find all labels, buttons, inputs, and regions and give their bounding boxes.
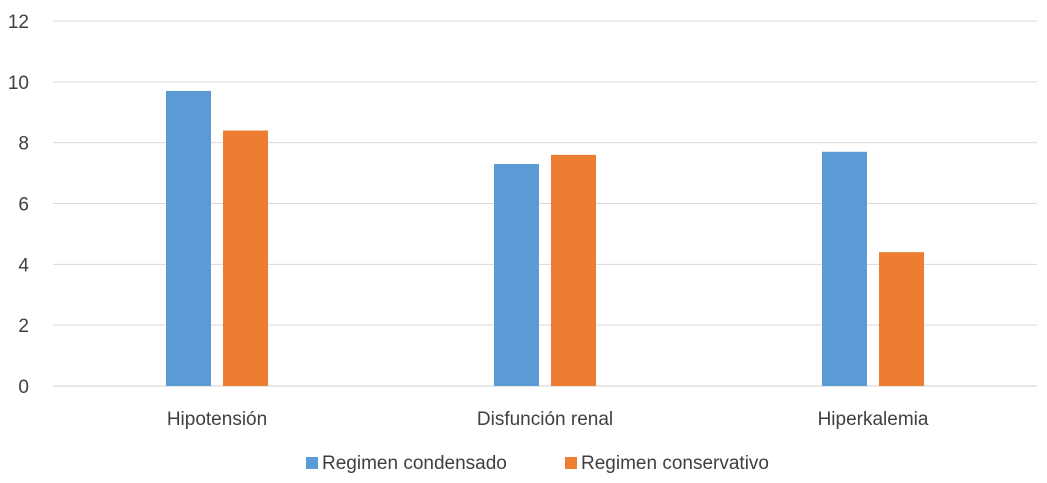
- x-axis: Hipotensión Disfunción renal Hiperkalemia: [167, 409, 929, 430]
- y-tick-label: 0: [18, 377, 29, 398]
- x-tick-label: Hiperkalemia: [818, 409, 929, 430]
- y-tick-label: 12: [8, 12, 29, 33]
- bar-conservativo-1: [551, 154, 596, 386]
- x-tick-label: Hipotensión: [167, 409, 267, 430]
- gridlines: [53, 20, 1037, 387]
- legend-swatch: [306, 457, 318, 469]
- legend-label: Regimen conservativo: [581, 453, 769, 474]
- y-tick-label: 8: [18, 134, 29, 155]
- x-tick-label: Disfunción renal: [477, 409, 613, 430]
- legend-label: Regimen condensado: [322, 453, 507, 474]
- y-tick-label: 4: [18, 255, 29, 276]
- y-tick-label: 6: [18, 195, 29, 216]
- bars: [166, 90, 924, 386]
- bar-condensado-1: [494, 163, 539, 386]
- y-axis: 0 2 4 6 8 10 12: [8, 12, 30, 398]
- bar-conservativo-2: [879, 252, 924, 386]
- y-tick-label: 2: [18, 316, 29, 337]
- legend-swatch: [565, 457, 577, 469]
- bar-condensado-2: [822, 151, 867, 386]
- bar-conservativo-0: [223, 130, 268, 386]
- y-tick-label: 10: [8, 73, 29, 94]
- legend: Regimen condensado Regimen conservativo: [306, 453, 769, 474]
- bar-condensado-0: [166, 90, 211, 386]
